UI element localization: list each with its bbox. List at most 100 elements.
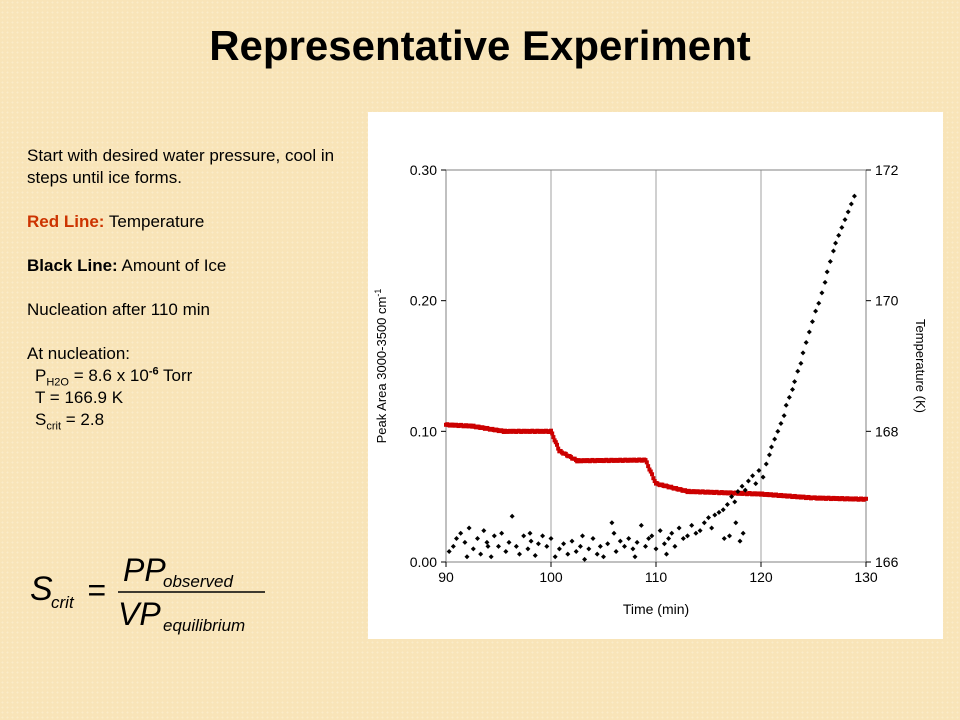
ice-point <box>689 522 695 528</box>
formula-denominator: VP <box>118 596 161 632</box>
ice-point <box>446 549 452 555</box>
ice-point <box>630 546 636 552</box>
ice-point <box>819 290 825 296</box>
intro-text: Start with desired water pressure, cool … <box>27 146 335 187</box>
ice-point <box>580 533 585 539</box>
ice-point <box>525 546 531 552</box>
ice-point <box>626 535 632 541</box>
x-tick-label: 90 <box>438 569 454 585</box>
ice-point <box>697 528 703 534</box>
ice-point <box>548 535 554 541</box>
at-nucleation-heading: At nucleation: <box>27 344 131 363</box>
y2-tick-label: 168 <box>875 423 899 439</box>
ice-point <box>750 473 756 479</box>
ice-point <box>649 533 655 539</box>
ice-point <box>836 232 842 238</box>
ice-point <box>735 488 741 494</box>
ice-point <box>611 530 617 536</box>
ice-point <box>740 530 746 536</box>
x-tick-label: 110 <box>645 569 668 585</box>
formula-numerator-sub: observed <box>163 572 233 591</box>
ice-point <box>676 525 682 531</box>
ice-point <box>484 539 490 545</box>
ice-point <box>739 483 745 489</box>
ice-point <box>506 539 512 545</box>
temperature-point <box>644 460 649 465</box>
ice-point <box>729 494 735 500</box>
ice-point <box>544 543 550 549</box>
temperature-point <box>650 472 655 477</box>
ice-point <box>646 535 652 541</box>
ice-temperature-chart: 90 100 110 120 130 0.00 0.10 0.20 0.30 166 168 170 1… <box>373 162 928 617</box>
ice-point <box>540 533 546 539</box>
temperature-line: T = 166.9 K <box>35 388 124 407</box>
ice-point <box>517 551 522 557</box>
ice-point <box>669 530 675 536</box>
ice-point <box>485 543 491 549</box>
ice-point <box>827 258 833 264</box>
ice-point <box>716 509 722 515</box>
y2-axis-label: Temperature (K) <box>913 319 928 413</box>
ice-point <box>556 546 562 552</box>
ice-point <box>491 533 497 539</box>
ice-point <box>809 319 815 325</box>
ice-point <box>775 428 781 434</box>
ice-point <box>672 543 678 549</box>
temperature-point <box>648 469 653 474</box>
ice-point <box>720 507 726 513</box>
formula-numerator: PP <box>123 552 166 588</box>
ice-point <box>532 552 538 558</box>
ice-point <box>766 452 772 458</box>
ice-point <box>594 551 600 557</box>
ice-point <box>709 525 715 531</box>
ice-point <box>470 546 476 552</box>
y-tick-label: 0.20 <box>410 293 437 309</box>
ice-point <box>824 269 830 275</box>
temperature-point <box>550 431 555 436</box>
formula-lhs: S <box>30 570 53 608</box>
ice-point <box>462 539 468 545</box>
ice-point <box>552 554 558 560</box>
ice-point <box>724 502 730 508</box>
ice-point <box>727 533 732 539</box>
ice-point <box>450 543 456 549</box>
ice-point <box>488 554 494 560</box>
grid-layer <box>445 170 867 562</box>
ice-point <box>466 525 472 531</box>
scrit-subscript: crit <box>46 420 62 433</box>
temperature-series <box>444 422 868 502</box>
ice-point <box>496 543 501 549</box>
ice-point <box>701 520 707 526</box>
pressure-value: = 8.6 x 10 <box>68 366 149 385</box>
scrit-value: = 2.8 <box>61 410 105 429</box>
ice-point <box>617 538 623 544</box>
ice-point <box>561 541 567 547</box>
ice-point <box>848 201 854 207</box>
temperature-point <box>551 435 556 440</box>
ice-point <box>822 279 828 285</box>
x-tick-label: 120 <box>749 569 773 585</box>
y-tick-label: 0.30 <box>410 162 437 178</box>
ice-point <box>792 379 798 385</box>
ice-point <box>712 512 718 518</box>
ice-point <box>622 543 627 549</box>
ice-point <box>745 478 751 484</box>
ice-point <box>573 549 579 555</box>
ice-point <box>756 468 762 474</box>
ice-point <box>521 533 527 539</box>
formula-svg: S crit = PP observed VP equilibrium <box>30 552 265 635</box>
ice-point <box>783 402 789 408</box>
ice-point <box>781 413 787 419</box>
black-line-label: Black Line: <box>27 256 118 275</box>
y2-tick-label: 172 <box>875 162 899 178</box>
ice-point <box>661 541 667 547</box>
x-tick-label: 100 <box>539 569 563 585</box>
black-line-text: Amount of Ice <box>121 256 227 275</box>
scrit-symbol: S <box>35 410 47 429</box>
ice-point <box>634 539 640 545</box>
ice-point <box>597 543 603 549</box>
y-tick-label: 0.10 <box>410 423 437 439</box>
red-line-text: Temperature <box>108 212 205 231</box>
ice-point <box>842 217 848 223</box>
ice-point <box>769 444 774 450</box>
